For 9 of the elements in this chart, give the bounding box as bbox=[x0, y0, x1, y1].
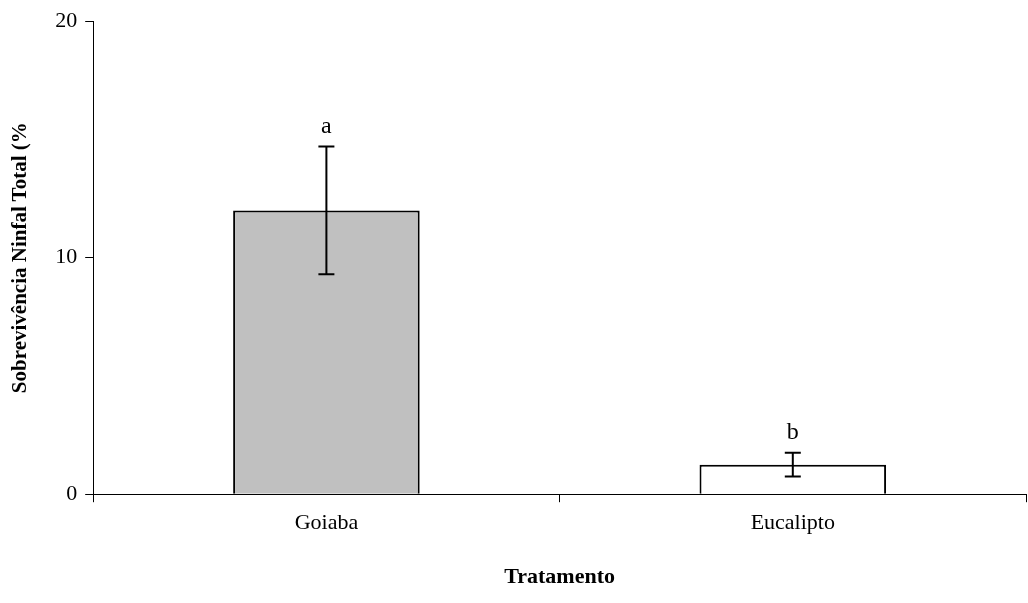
x-tick-label: Eucalipto bbox=[750, 509, 835, 535]
y-tick-label: 20 bbox=[55, 6, 78, 32]
y-tick-label: 10 bbox=[55, 243, 78, 269]
y-axis-title: Sobrevivência Ninfal Total (% bbox=[7, 122, 32, 394]
x-axis-title: Tratamento bbox=[504, 563, 615, 589]
annotation: a bbox=[321, 111, 333, 138]
y-tick-label: 0 bbox=[66, 479, 78, 505]
x-tick-label: Goiaba bbox=[294, 509, 359, 535]
annotation: b bbox=[786, 418, 799, 445]
